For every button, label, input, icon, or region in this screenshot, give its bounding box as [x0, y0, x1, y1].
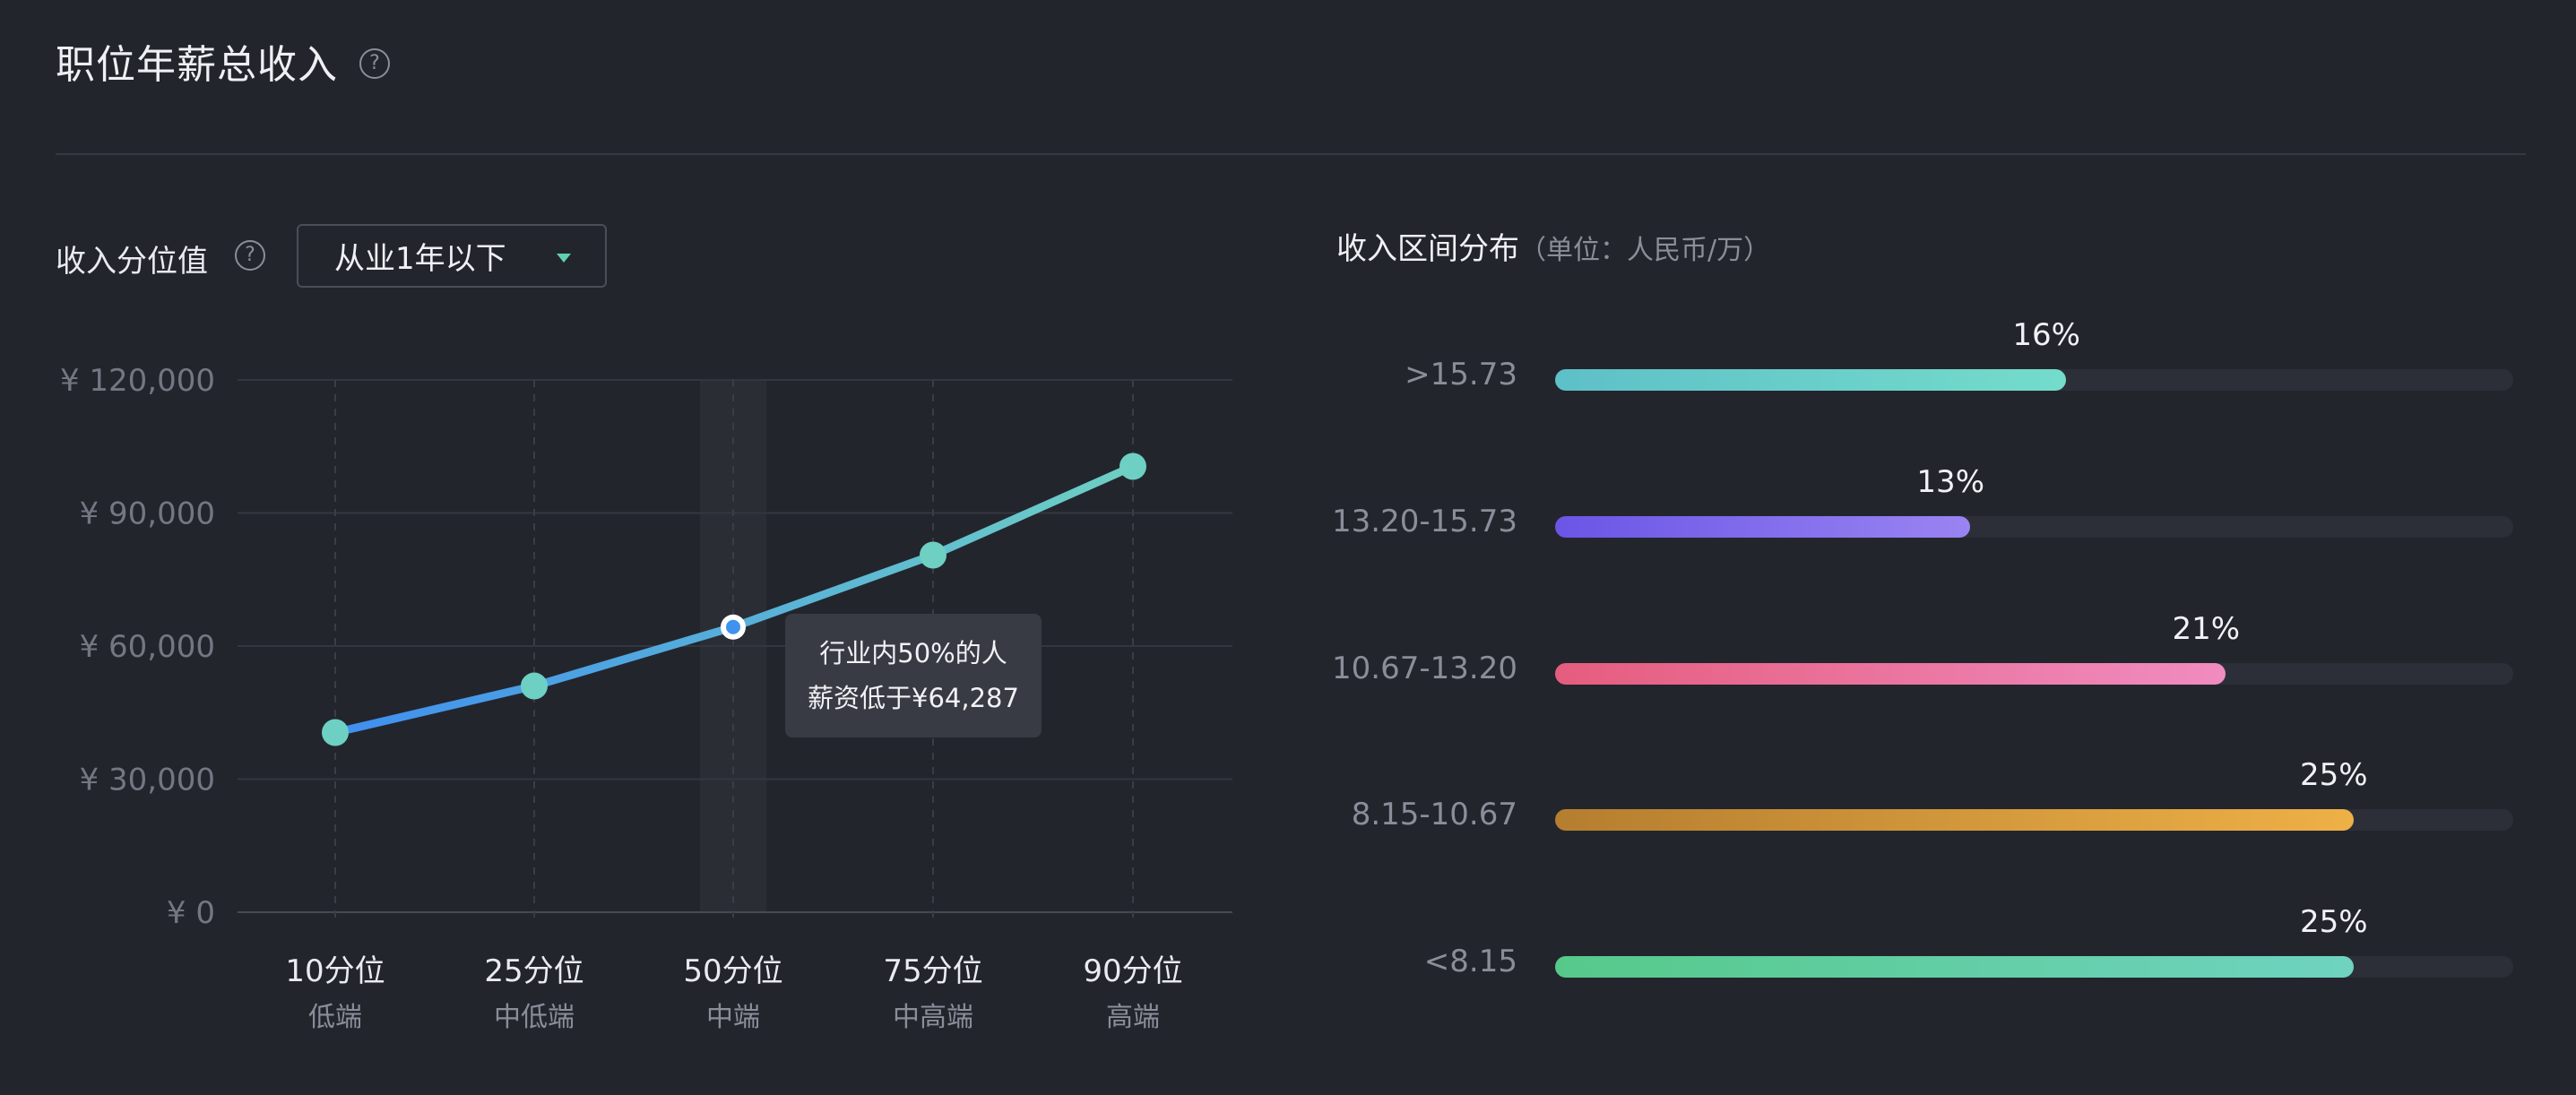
x-tick-label: 75分位 [883, 953, 982, 989]
bar-value-label: 21% [2172, 611, 2241, 647]
percentile-label: 收入分位值 [56, 244, 208, 280]
y-tick-label: ¥ 90,000 [80, 496, 215, 532]
header-divider [56, 153, 2526, 155]
bar-category-label: 13.20-15.73 [1332, 504, 1517, 539]
x-tick-sublabel: 高端 [1106, 1002, 1160, 1033]
y-tick-label: ¥ 60,000 [80, 629, 215, 665]
experience-dropdown[interactable]: 从业1年以下 [297, 224, 607, 288]
distribution-title-text: 收入区间分布 [1336, 231, 1519, 267]
bar-category-label: 10.67-13.20 [1332, 651, 1517, 686]
percentile-line-chart: ¥ 0 ¥ 30,000 ¥ 60,000 ¥ 90,000 ¥ 120,000 10分位… [60, 363, 1232, 1033]
x-tick-label: 50分位 [683, 953, 782, 989]
bar-track [1555, 663, 2513, 685]
x-tick-sublabel: 中端 [706, 1002, 760, 1033]
tooltip-line-1: 行业内50%的人 [819, 638, 1007, 668]
chart-tooltip: 行业内50%的人 薪资低于¥64,287 [785, 614, 1042, 737]
bar-fill [1555, 956, 2354, 978]
x-tick-sublabel: 中低端 [494, 1002, 575, 1033]
x-tick-label: 90分位 [1083, 953, 1182, 989]
data-point [1119, 453, 1146, 480]
bar-track [1555, 956, 2513, 978]
bar-category-label: <8.15 [1423, 944, 1517, 979]
experience-dropdown-value: 从业1年以下 [334, 241, 506, 277]
chevron-down-icon [557, 254, 571, 263]
bar-category-label: >15.73 [1405, 357, 1517, 392]
bar-fill [1555, 369, 2067, 391]
help-icon[interactable]: ? [359, 48, 390, 79]
distribution-unit: （单位：人民币/万） [1519, 235, 1771, 266]
data-point [521, 672, 548, 700]
x-tick-label: 25分位 [484, 953, 583, 989]
bar-track [1555, 809, 2513, 831]
y-tick-label: ¥ 120,000 [60, 363, 215, 399]
data-point-highlight-core [726, 619, 740, 634]
y-tick-label: ¥ 30,000 [80, 763, 215, 798]
bar-value-label: 16% [2012, 317, 2080, 353]
bar-track [1555, 516, 2513, 538]
x-tick-sublabel: 低端 [308, 1002, 362, 1033]
bar-value-label: 25% [2300, 904, 2368, 940]
distribution-title: 收入区间分布（单位：人民币/万） [1336, 224, 1770, 268]
x-tick-label: 10分位 [285, 953, 385, 989]
page-title: 职位年薪总收入 [56, 42, 338, 88]
y-tick-label: ¥ 0 [167, 895, 215, 931]
bar-track [1555, 369, 2513, 391]
percentile-help-icon[interactable]: ? [235, 240, 265, 271]
bar-fill [1555, 516, 1971, 538]
data-point [322, 719, 349, 746]
data-point [920, 541, 947, 569]
x-tick-sublabel: 中高端 [893, 1002, 973, 1033]
bar-fill [1555, 663, 2226, 685]
bar-category-label: 8.15-10.67 [1351, 797, 1517, 832]
bar-value-label: 13% [1916, 464, 1985, 500]
bar-fill [1555, 809, 2354, 831]
tooltip-line-2: 薪资低于¥64,287 [808, 683, 1019, 713]
bar-value-label: 25% [2300, 757, 2368, 793]
